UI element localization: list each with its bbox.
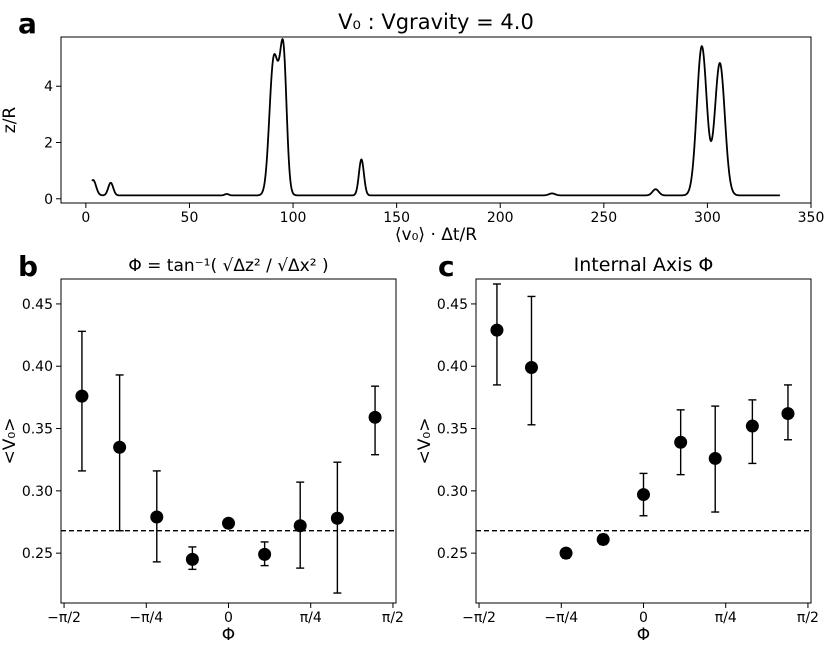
y-axis-label: <V₀> bbox=[0, 418, 20, 465]
panel-letter: b bbox=[18, 250, 38, 283]
y-tick-label: 0.25 bbox=[437, 546, 468, 562]
data-point bbox=[745, 419, 759, 433]
plot-frame bbox=[60, 278, 397, 604]
x-axis-label: Φ bbox=[637, 625, 650, 645]
data-point bbox=[113, 440, 127, 454]
y-tick-label: 0.45 bbox=[437, 297, 468, 313]
data-point bbox=[368, 410, 382, 424]
data-point bbox=[75, 389, 89, 403]
panel-b: −π/2 −π/4 0 π/4 π/2 0.25 0.30 0.35 0.40 0.45 b Φ = … bbox=[0, 250, 404, 645]
x-tick-label: 100 bbox=[280, 210, 307, 226]
y-tick-label: 0.45 bbox=[22, 297, 53, 313]
x-tick-label: 200 bbox=[487, 210, 514, 226]
chart-title: V₀ : Vgravity = 4.0 bbox=[338, 10, 534, 34]
x-tick-label: 0 bbox=[639, 610, 648, 626]
x-tick-label: π/4 bbox=[300, 610, 322, 626]
series-line bbox=[91, 38, 781, 197]
panel-a: 0 50 100 150 200 250 300 350 0 2 4 a V₀ : Vgravity =… bbox=[0, 7, 824, 245]
y-tick-label: 0.40 bbox=[437, 359, 468, 375]
plot-frame bbox=[475, 278, 812, 604]
data-point bbox=[490, 323, 504, 337]
data-point bbox=[637, 488, 650, 502]
chart-title: Internal Axis Φ bbox=[574, 254, 714, 276]
y-tick-label: 4 bbox=[44, 79, 53, 95]
data-point bbox=[222, 516, 235, 530]
data-point bbox=[708, 451, 722, 465]
x-axis-label: Φ bbox=[222, 625, 235, 645]
x-tick-label: 150 bbox=[383, 210, 410, 226]
y-tick-label: 0.35 bbox=[437, 422, 468, 438]
x-tick-label: π/4 bbox=[715, 610, 737, 626]
x-tick-label: 350 bbox=[798, 210, 825, 226]
x-tick-label: π/2 bbox=[797, 610, 819, 626]
x-tick-label: 0 bbox=[81, 210, 90, 226]
x-tick-label: −π/4 bbox=[544, 610, 578, 626]
y-tick-label: 0.35 bbox=[22, 422, 53, 438]
y-axis-label: <V₀> bbox=[415, 418, 435, 465]
y-axis-label: z/R bbox=[0, 107, 20, 134]
panel-letter: c bbox=[438, 250, 455, 283]
y-tick-label: 0.30 bbox=[437, 484, 468, 500]
data-point bbox=[524, 360, 538, 374]
data-point bbox=[185, 552, 199, 566]
data-point bbox=[559, 546, 573, 560]
x-tick-label: −π/4 bbox=[129, 610, 163, 626]
y-tick-label: 2 bbox=[44, 136, 53, 152]
y-tick-label: 0.30 bbox=[22, 484, 53, 500]
x-tick-label: −π/2 bbox=[462, 610, 496, 626]
plot-frame bbox=[60, 36, 812, 204]
data-point bbox=[674, 435, 688, 449]
data-point bbox=[258, 547, 272, 561]
x-tick-label: 50 bbox=[181, 210, 199, 226]
x-tick-label: −π/2 bbox=[47, 610, 81, 626]
data-point bbox=[293, 519, 307, 533]
x-axis-label: ⟨v₀⟩ · Δt/R bbox=[395, 225, 477, 245]
panel-letter: a bbox=[18, 7, 37, 40]
data-point bbox=[596, 532, 610, 546]
y-tick-label: 0 bbox=[44, 192, 53, 208]
y-tick-label: 0.40 bbox=[22, 359, 53, 375]
x-tick-label: 0 bbox=[224, 610, 233, 626]
data-point bbox=[330, 511, 344, 525]
chart-title: Φ = tan⁻¹( √Δz² / √Δx² ) bbox=[128, 256, 328, 276]
y-tick-label: 0.25 bbox=[22, 546, 53, 562]
panel-c: −π/2 −π/4 0 π/4 π/2 0.25 0.30 0.35 0.40 0.45 c Inte… bbox=[415, 250, 819, 645]
x-tick-label: 250 bbox=[590, 210, 617, 226]
x-tick-label: π/2 bbox=[382, 610, 404, 626]
data-point bbox=[781, 407, 795, 421]
x-tick-label: 300 bbox=[694, 210, 721, 226]
data-point bbox=[150, 510, 164, 524]
